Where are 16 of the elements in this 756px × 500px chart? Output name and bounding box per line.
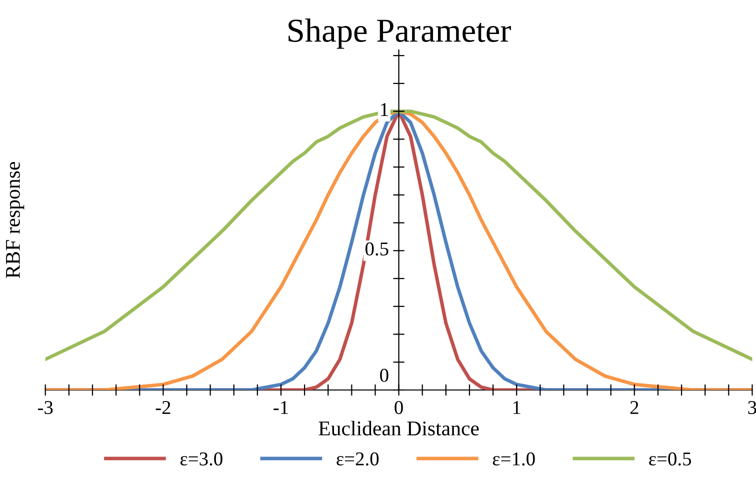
legend-label: ε=0.5 bbox=[649, 452, 692, 466]
y-tick-label: 0.5 bbox=[366, 242, 388, 256]
x-tick-label: 2 bbox=[630, 401, 638, 414]
x-tick-label: -1 bbox=[274, 401, 288, 414]
x-tick-label: 1 bbox=[513, 401, 520, 414]
legend-label: ε=2.0 bbox=[336, 452, 379, 466]
x-tick-label: 0 bbox=[394, 400, 403, 414]
y-axis-title: RBF response bbox=[6, 162, 24, 278]
x-tick-label: 3 bbox=[748, 401, 756, 414]
y-tick-label: 0 bbox=[380, 368, 388, 382]
x-tick-label: -3 bbox=[38, 401, 53, 414]
chart-title: Shape Parameter bbox=[288, 18, 511, 49]
x-tick-label: -2 bbox=[156, 401, 170, 414]
legend-label: ε=1.0 bbox=[492, 452, 535, 466]
legend-label: ε=3.0 bbox=[180, 452, 222, 466]
x-axis-title: Euclidean Distance bbox=[318, 420, 479, 436]
